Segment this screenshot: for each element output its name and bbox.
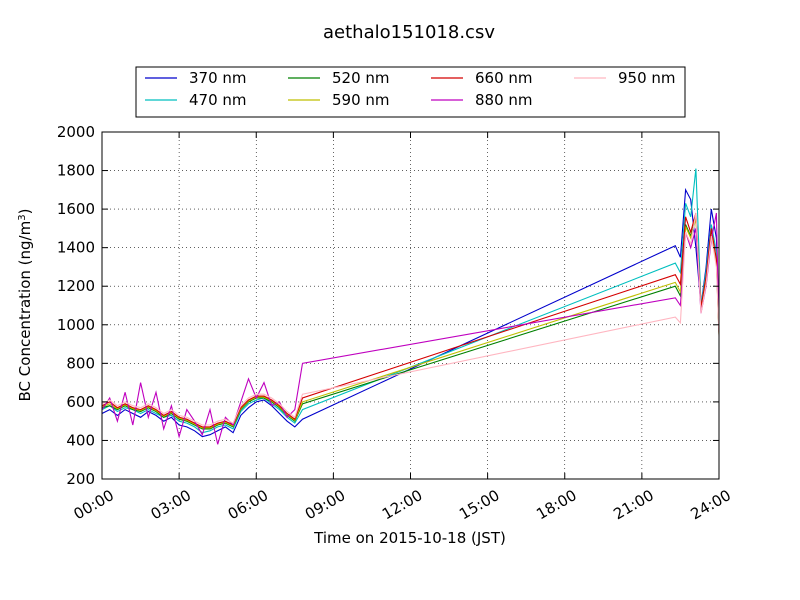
legend-label: 590 nm [332, 91, 390, 109]
y-tick-label: 1400 [57, 239, 95, 257]
ticks [101, 131, 720, 480]
y-axis-label-main: BC Concentration (ng/m [16, 221, 34, 402]
y-tick-label: 1200 [57, 277, 95, 295]
y-tick-label: 1000 [57, 316, 95, 334]
y-axis-label-sup: 3 [17, 214, 28, 220]
legend-label: 520 nm [332, 69, 390, 87]
series-line-470-nm [102, 168, 719, 434]
y-tick-label: 200 [66, 470, 95, 488]
y-tick-label: 2000 [57, 123, 95, 141]
legend-label: 950 nm [618, 69, 676, 87]
y-tick-label: 1800 [57, 162, 95, 180]
chart-title: aethalo151018.csv [323, 22, 495, 43]
series-line-950-nm [102, 212, 719, 426]
y-tick-label: 800 [66, 354, 95, 372]
legend-label: 880 nm [475, 91, 533, 109]
y-axis-label-end: ) [16, 209, 34, 215]
grid [102, 132, 719, 479]
legend-label: 370 nm [189, 69, 247, 87]
legend-frame [135, 66, 686, 118]
legend: 370 nm 470 nm 520 nm 590 nm 660 nm 880 nm 950 … [135, 66, 686, 118]
series-line-590-nm [102, 218, 719, 429]
y-tick-labels: 200 400 600 800 1000 1200 1400 1600 1800 2000 [57, 123, 95, 488]
legend-label: 470 nm [189, 91, 247, 109]
series-line-880-nm [102, 212, 719, 445]
y-tick-label: 400 [66, 431, 95, 449]
legend-label: 660 nm [475, 69, 533, 87]
y-axis-label: BC Concentration (ng/m3) [16, 209, 34, 402]
y-tick-label: 1600 [57, 200, 95, 218]
y-tick-label: 600 [66, 393, 95, 411]
x-axis-label: Time on 2015-10-18 (JST) [313, 529, 506, 547]
series-layer [102, 168, 719, 445]
